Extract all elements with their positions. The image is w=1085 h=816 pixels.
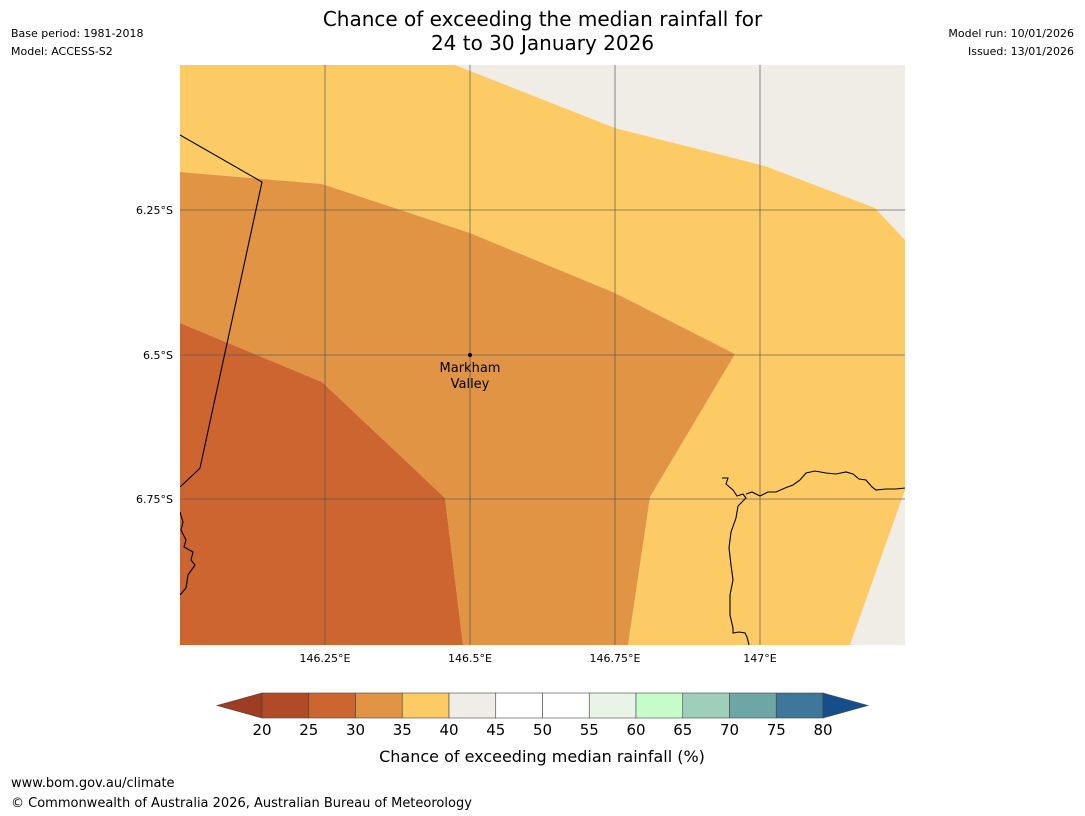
colorbar-tick-65: 65	[673, 721, 692, 739]
colorbar-tick-20: 20	[252, 721, 271, 739]
markham-valley-marker	[468, 353, 472, 357]
region-25-30	[180, 323, 463, 645]
colorbar-tick-labels: 20 25 30 35 40 45 50 55 60 65 70 75 80	[252, 721, 832, 739]
province-border	[180, 134, 263, 488]
colorbar-cell-65-70	[682, 692, 730, 719]
colorbar: 20 25 30 35 40 45 50 55 60 65 70 75 80 Chance of exc…	[215, 692, 870, 766]
lon-label-147: 147°E	[743, 652, 776, 665]
base-period-label: Base period: 1981-2018	[11, 27, 144, 40]
issued-label: Issued: 13/01/2026	[967, 45, 1074, 58]
colorbar-cell-70-75	[729, 692, 777, 719]
copyright-footer: © Commonwealth of Australia 2026, Austra…	[11, 796, 472, 811]
lat-label-6-5: 6.5°S	[143, 349, 173, 362]
chart-title-line-2: 24 to 30 January 2026	[430, 31, 655, 55]
colorbar-cell-40-45	[448, 692, 497, 719]
colorbar-tick-70: 70	[720, 721, 739, 739]
model-label: Model: ACCESS-S2	[11, 45, 113, 58]
colorbar-over-arrow	[822, 692, 870, 719]
model-run-label: Model run: 10/01/2026	[948, 27, 1074, 40]
colorbar-cell-45-50	[495, 692, 543, 719]
colorbar-tick-30: 30	[346, 721, 365, 739]
colorbar-tick-60: 60	[626, 721, 645, 739]
region-30-35	[180, 172, 735, 645]
website-footer: www.bom.gov.au/climate	[11, 776, 175, 791]
colorbar-cell-60-65	[635, 692, 684, 719]
colorbar-tick-35: 35	[393, 721, 412, 739]
coastlines-and-borders	[180, 134, 905, 645]
colorbar-cell-75-80	[775, 692, 824, 719]
longitude-labels: 146.25°E 146.5°E 146.75°E 147°E	[300, 652, 777, 665]
colorbar-label: Chance of exceeding median rainfall (%)	[379, 747, 705, 766]
meta-left: Base period: 1981-2018 Model: ACCESS-S2	[11, 25, 143, 61]
lat-label-6-75: 6.75°S	[136, 493, 173, 506]
place-label-line-2: Valley	[451, 377, 490, 392]
north-coastline	[745, 470, 905, 497]
latitude-labels: 6.25°S 6.5°S 6.75°S	[136, 204, 173, 506]
colorbar-cell-50-55	[542, 692, 590, 719]
region-40-45-top	[455, 65, 905, 645]
colorbar-cell-35-40	[401, 692, 450, 719]
colorbar-cell-30-35	[355, 692, 403, 719]
rainfall-map: Markham Valley	[180, 65, 905, 645]
colorbar-tick-55: 55	[580, 721, 599, 739]
colorbar-cell-25-30	[308, 692, 356, 719]
colorbar-tick-25: 25	[299, 721, 318, 739]
meta-right: Model run: 10/01/2026 Issued: 13/01/2026	[948, 25, 1074, 61]
colorbar-cell-20-25	[261, 692, 310, 719]
lat-label-6-25: 6.25°S	[136, 204, 173, 217]
colorbar-cells	[261, 692, 824, 719]
place-label-line-1: Markham	[440, 361, 501, 376]
colorbar-tick-75: 75	[767, 721, 786, 739]
lon-label-146-75: 146.75°E	[590, 652, 641, 665]
colorbar-under-arrow	[215, 692, 263, 719]
chart-title-line-1: Chance of exceeding the median rainfall …	[322, 7, 763, 31]
colorbar-tick-80: 80	[813, 721, 832, 739]
colorbar-tick-50: 50	[533, 721, 552, 739]
west-coastline	[180, 511, 196, 596]
grid-lines	[180, 65, 905, 645]
lon-label-146-25: 146.25°E	[300, 652, 351, 665]
huon-coastline	[722, 477, 750, 645]
colorbar-tick-45: 45	[486, 721, 505, 739]
lon-label-146-5: 146.5°E	[448, 652, 492, 665]
colorbar-tick-40: 40	[439, 721, 458, 739]
colorbar-cell-55-60	[588, 692, 637, 719]
